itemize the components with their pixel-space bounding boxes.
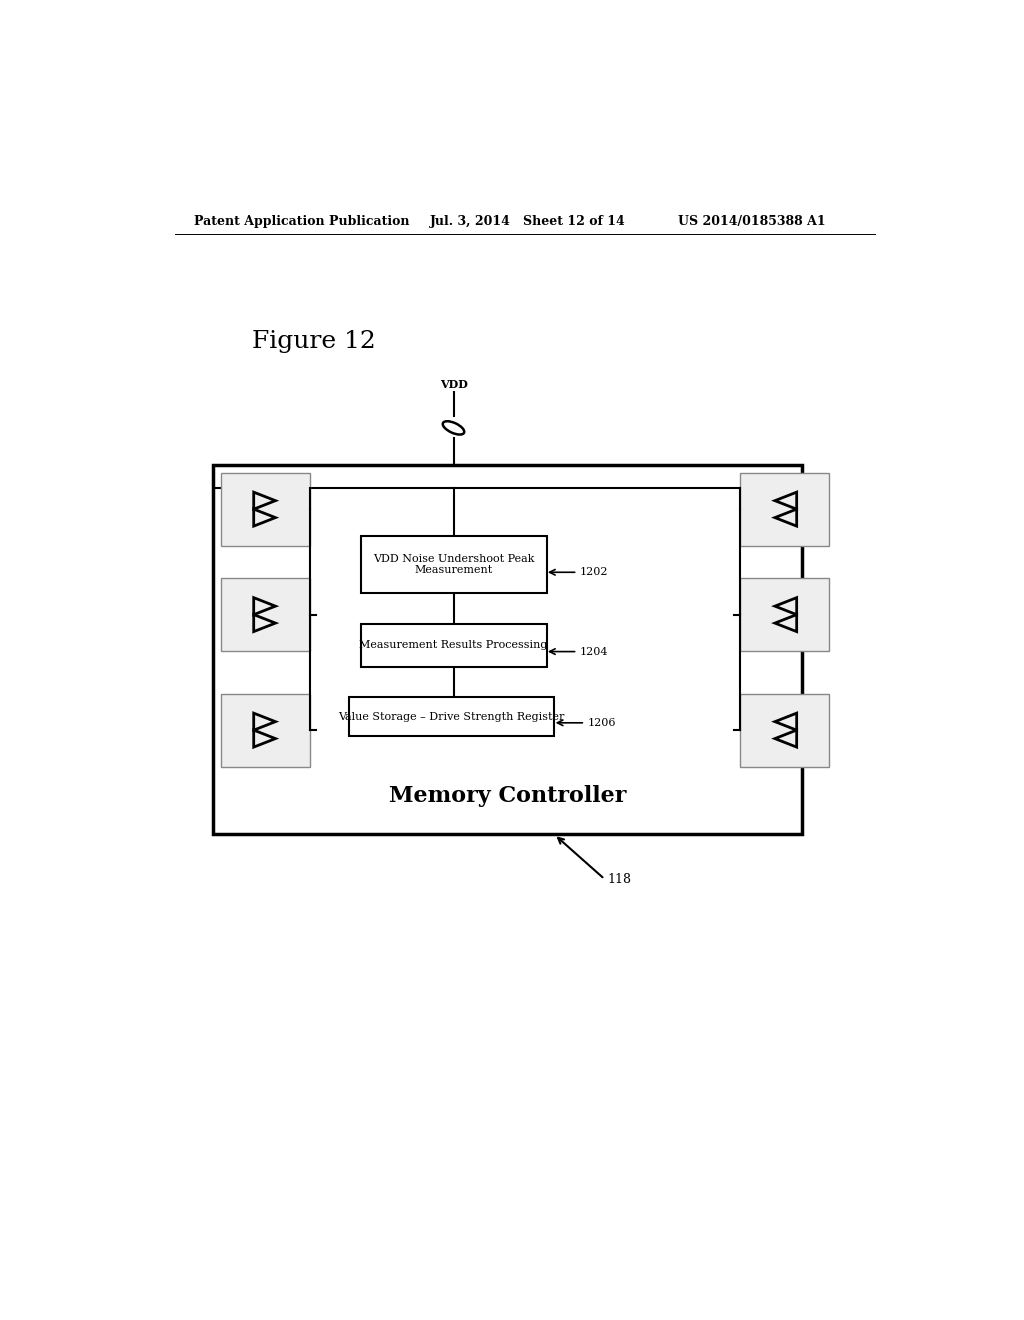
- Text: Value Storage – Drive Strength Register: Value Storage – Drive Strength Register: [338, 711, 565, 722]
- FancyBboxPatch shape: [360, 624, 547, 667]
- FancyBboxPatch shape: [221, 578, 310, 651]
- Text: 1206: 1206: [588, 718, 616, 727]
- FancyBboxPatch shape: [360, 536, 547, 594]
- Text: Measurement Results Processing: Measurement Results Processing: [359, 640, 548, 651]
- Text: Figure 12: Figure 12: [252, 330, 376, 354]
- FancyBboxPatch shape: [349, 697, 554, 737]
- FancyBboxPatch shape: [740, 578, 829, 651]
- Text: 118: 118: [607, 873, 631, 886]
- Text: VDD: VDD: [439, 379, 467, 389]
- Text: 1202: 1202: [580, 568, 608, 577]
- FancyBboxPatch shape: [213, 465, 802, 834]
- Text: US 2014/0185388 A1: US 2014/0185388 A1: [678, 215, 826, 228]
- Text: VDD Noise Undershoot Peak
Measurement: VDD Noise Undershoot Peak Measurement: [373, 554, 535, 576]
- Text: Jul. 3, 2014   Sheet 12 of 14: Jul. 3, 2014 Sheet 12 of 14: [430, 215, 626, 228]
- FancyBboxPatch shape: [740, 693, 829, 767]
- FancyBboxPatch shape: [221, 693, 310, 767]
- FancyBboxPatch shape: [740, 473, 829, 545]
- Text: Memory Controller: Memory Controller: [389, 785, 627, 807]
- Text: Patent Application Publication: Patent Application Publication: [194, 215, 410, 228]
- FancyBboxPatch shape: [221, 473, 310, 545]
- Text: 1204: 1204: [580, 647, 608, 656]
